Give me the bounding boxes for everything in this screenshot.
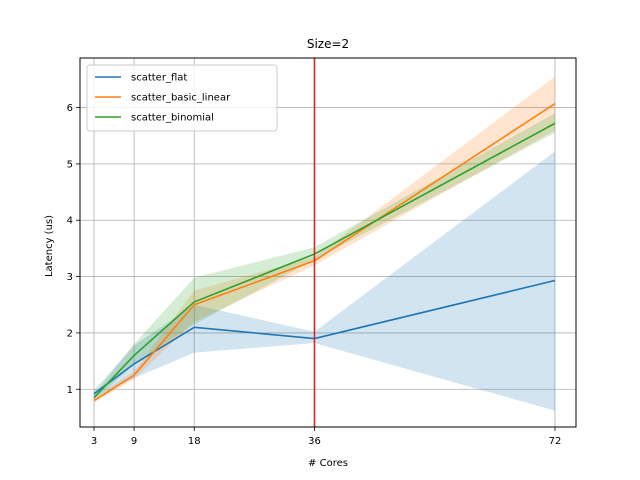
confidence-band-scatter_binomial <box>94 113 555 401</box>
y-tick-label: 5 <box>67 159 73 170</box>
x-tick-label: 72 <box>549 436 562 447</box>
series-line-scatter_flat <box>93 279 556 395</box>
confidence-bands <box>94 76 555 411</box>
confidence-band-scatter_flat <box>94 151 555 411</box>
chart-title: Size=2 <box>307 37 349 51</box>
y-axis-ticks: 1 2 3 4 5 6 <box>67 103 80 396</box>
legend-label-scatter_flat: scatter_flat <box>131 73 187 84</box>
y-axis-label: Latency (us) <box>44 215 55 277</box>
series-lines <box>93 102 556 402</box>
confidence-band-scatter_basic_linear <box>94 76 555 403</box>
legend: scatter_flat scatter_basic_linear scatter_… <box>86 64 278 132</box>
y-tick-label: 4 <box>67 216 73 227</box>
series-line-scatter_basic_linear <box>93 102 556 402</box>
legend-label-scatter_binomial: scatter_binomial <box>131 113 214 124</box>
x-axis-label: # Cores <box>308 458 348 469</box>
series-line-scatter_binomial <box>93 122 556 399</box>
y-tick-label: 1 <box>67 385 73 396</box>
legend-label-scatter_basic_linear: scatter_basic_linear <box>131 93 231 104</box>
y-tick-label: 3 <box>67 272 73 283</box>
plot-frame <box>79 57 577 428</box>
x-axis-ticks: 3 9 18 36 72 <box>91 427 561 447</box>
x-tick-label: 3 <box>91 436 97 447</box>
y-tick-label: 2 <box>67 328 73 339</box>
x-tick-label: 18 <box>188 436 201 447</box>
x-tick-label: 36 <box>308 436 321 447</box>
x-tick-label: 9 <box>131 436 137 447</box>
legend-box <box>86 64 278 132</box>
y-tick-label: 6 <box>67 103 73 114</box>
